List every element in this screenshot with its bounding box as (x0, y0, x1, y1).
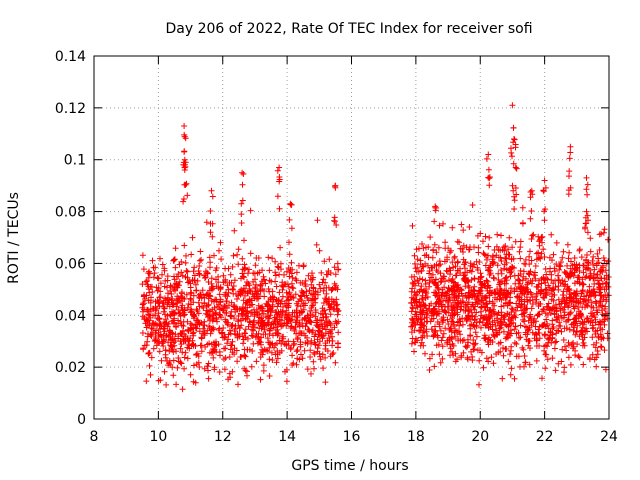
data-points (139, 102, 612, 393)
y-tick-label: 0.02 (55, 360, 86, 376)
y-tick-label: 0.06 (55, 256, 86, 272)
x-tick-label: 22 (536, 429, 554, 445)
x-tick-label: 16 (343, 429, 361, 445)
x-axis-label: GPS time / hours (291, 458, 408, 474)
x-tick-label: 18 (407, 429, 425, 445)
x-tick-label: 24 (600, 429, 618, 445)
y-tick-label: 0.12 (55, 101, 86, 117)
y-tick-label: 0.08 (55, 205, 86, 221)
y-axis-label: ROTI / TECUs (6, 192, 22, 284)
y-tick-label: 0 (77, 412, 86, 428)
y-axis-ticks: 0 0.02 0.04 0.06 0.08 0.1 0.12 0.14 (55, 49, 609, 428)
x-axis-ticks: 8 10 12 14 16 18 20 22 24 (90, 56, 618, 445)
x-tick-label: 12 (214, 429, 232, 445)
grid-lines (94, 56, 609, 419)
y-tick-label: 0.1 (64, 153, 86, 169)
x-tick-label: 10 (149, 429, 167, 445)
y-tick-label: 0.04 (55, 308, 86, 324)
x-tick-label: 14 (278, 429, 296, 445)
chart-title: Day 206 of 2022, Rate Of TEC Index for r… (165, 21, 532, 37)
y-tick-label: 0.14 (55, 49, 86, 65)
x-tick-label: 8 (90, 429, 99, 445)
roti-points (139, 102, 612, 393)
x-tick-label: 20 (471, 429, 489, 445)
